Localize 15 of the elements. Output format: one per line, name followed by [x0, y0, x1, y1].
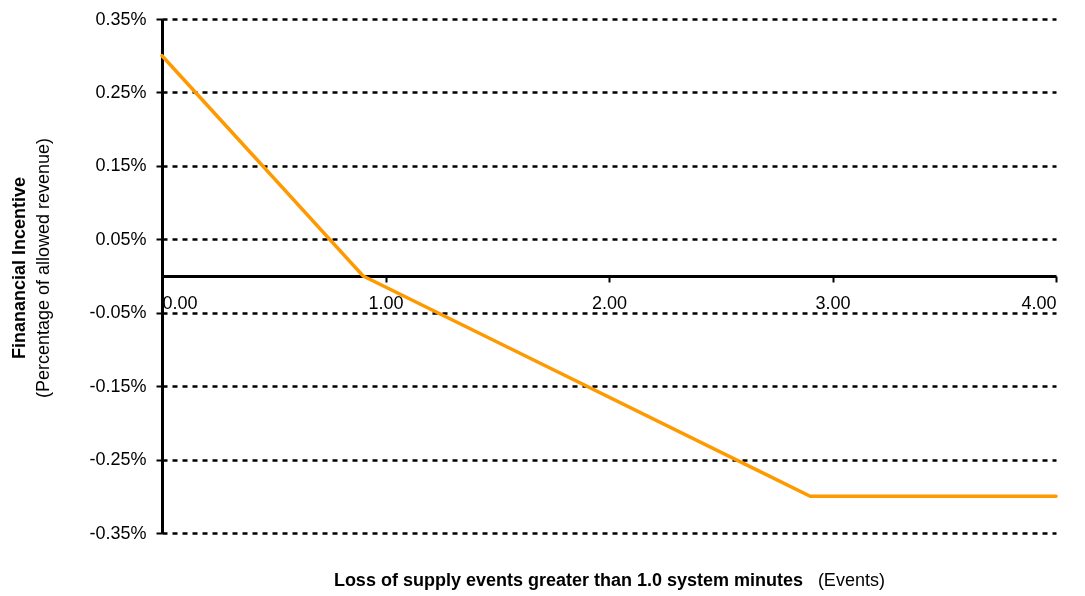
y-axis-title: Finanancial Incentive (Percentage of allowed revenue): [9, 137, 53, 399]
x-tick-label: 3.00: [815, 292, 851, 313]
x-axis-title: Loss of supply events greater than 1.0 system minutes (Events): [333, 570, 885, 590]
x-tick-label: 0.00: [162, 292, 198, 313]
y-tick-label: 0.15%: [95, 155, 147, 176]
y-tick-label: -0.35%: [89, 522, 147, 543]
y-tick-label: 0.05%: [95, 228, 147, 249]
y-tick-label: -0.25%: [89, 449, 147, 470]
y-tick-label: 0.25%: [95, 81, 147, 102]
y-tick-label: -0.05%: [89, 302, 147, 323]
x-tick-label: 2.00: [591, 292, 628, 313]
x-tick-label: 1.00: [368, 292, 404, 313]
x-tick-label: 4.00: [1021, 292, 1057, 313]
y-tick-label: 0.35%: [95, 8, 147, 29]
y-tick-label: -0.15%: [89, 375, 147, 396]
